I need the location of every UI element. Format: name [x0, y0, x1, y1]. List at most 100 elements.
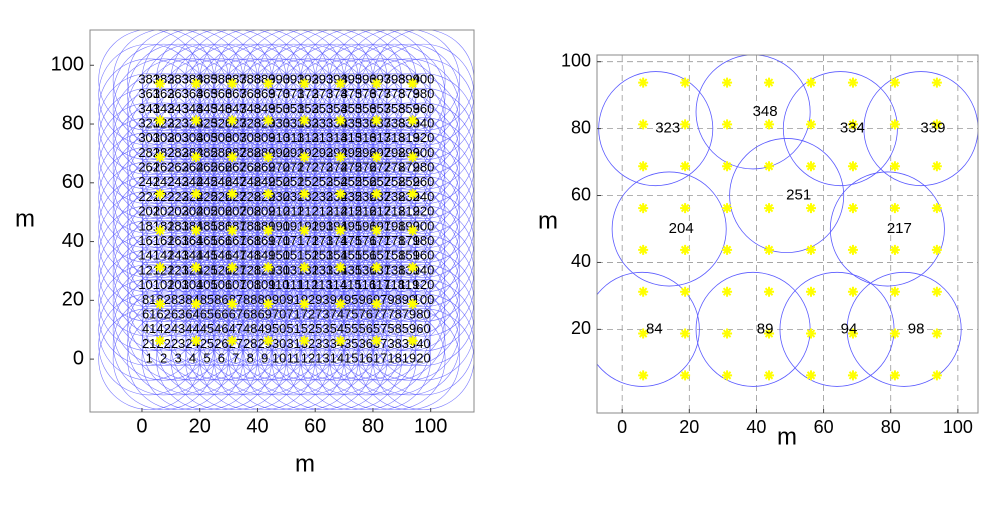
coverage-circle	[329, 73, 431, 175]
node-label: 346	[211, 101, 233, 116]
coverage-circle	[372, 102, 474, 205]
coverage-circle	[300, 278, 403, 381]
coverage-circle	[358, 308, 460, 410]
node-label: 42	[156, 321, 170, 336]
point-core	[301, 228, 307, 234]
x-tick-label: 0	[136, 415, 147, 437]
node-label: 331	[283, 115, 305, 130]
node-label: 105	[196, 277, 218, 292]
coverage-circle	[329, 278, 431, 381]
node-label: 148	[239, 248, 261, 263]
coverage-circle	[286, 30, 388, 131]
node-label: 309	[254, 130, 276, 145]
point-core	[640, 372, 646, 378]
node-label: 319	[398, 130, 420, 145]
node-label: 178	[384, 233, 406, 248]
coverage-circle	[343, 58, 446, 161]
node-label: 206	[211, 204, 233, 219]
point-core	[934, 80, 940, 86]
coverage-circle	[286, 220, 388, 322]
node-label: 183	[167, 218, 189, 233]
node-label: 321	[138, 115, 160, 130]
node-label: 158	[384, 248, 406, 263]
node-label: 167	[225, 233, 247, 248]
node-label: 104	[182, 277, 204, 292]
node-label: 31	[286, 336, 300, 351]
coverage-circle	[343, 73, 446, 175]
point-core	[193, 154, 199, 160]
point-core	[410, 338, 416, 344]
node-label: 347	[225, 101, 247, 116]
node-label: 338	[384, 115, 406, 130]
node-label: 21	[142, 336, 156, 351]
point-core	[374, 301, 380, 307]
node-label: 205	[196, 204, 218, 219]
coverage-circle	[286, 293, 388, 396]
point-core	[892, 372, 898, 378]
node-label: 64	[185, 306, 199, 321]
coverage-circle	[343, 43, 446, 146]
node-label: 195	[340, 218, 362, 233]
node-label: 313	[312, 130, 334, 145]
coverage-circle	[314, 308, 417, 410]
y-tick-label: 80	[62, 112, 84, 134]
node-label: 151	[283, 248, 305, 263]
coverage-circle	[300, 293, 403, 396]
node-label: 91	[286, 292, 300, 307]
node-label: 360	[413, 101, 435, 116]
node-label: 215	[340, 204, 362, 219]
point-core	[724, 247, 730, 253]
node-label: 72	[301, 306, 315, 321]
node-label: 344	[182, 101, 204, 116]
node-label: 150	[268, 248, 290, 263]
coverage-circle	[358, 102, 460, 205]
point-core	[892, 121, 898, 127]
point-core	[410, 117, 416, 123]
node-label: 365	[196, 86, 218, 101]
point-core	[934, 247, 940, 253]
circle-label: 339	[920, 120, 945, 137]
point-core	[265, 228, 271, 234]
coverage-circle	[372, 146, 474, 249]
node-label: 315	[340, 130, 362, 145]
point-core	[337, 301, 343, 307]
node-label: 52	[301, 321, 315, 336]
coverage-circle	[300, 176, 403, 278]
node-label: 214	[326, 204, 348, 219]
coverage-circle	[314, 234, 417, 337]
point-core	[640, 289, 646, 295]
node-label: 50	[272, 321, 286, 336]
node-label: 2	[160, 351, 167, 366]
node-label: 76	[358, 306, 372, 321]
node-label: 304	[182, 130, 204, 145]
node-label: 326	[211, 115, 233, 130]
point-core	[724, 205, 730, 211]
coverage-circle	[372, 73, 474, 175]
point-core	[265, 81, 271, 87]
node-label: 267	[225, 160, 247, 175]
point-core	[766, 372, 772, 378]
node-label: 108	[239, 277, 261, 292]
node-label: 277	[369, 160, 391, 175]
point-core	[301, 264, 307, 270]
point-core	[410, 301, 416, 307]
node-label: 138	[384, 262, 406, 277]
point-core	[193, 301, 199, 307]
node-label: 354	[326, 101, 348, 116]
point-core	[193, 117, 199, 123]
point-core	[892, 331, 898, 337]
point-core	[229, 117, 235, 123]
point-core	[229, 228, 235, 234]
node-label: 28	[243, 336, 257, 351]
point-core	[265, 301, 271, 307]
point-core	[410, 264, 416, 270]
point-core	[640, 163, 646, 169]
coverage-circle	[358, 87, 460, 190]
coverage-circle	[372, 176, 474, 278]
node-label: 244	[182, 174, 204, 189]
coverage-circle	[300, 87, 403, 190]
node-label: 318	[384, 130, 406, 145]
coverage-circle	[300, 73, 403, 175]
node-label: 233	[312, 189, 334, 204]
